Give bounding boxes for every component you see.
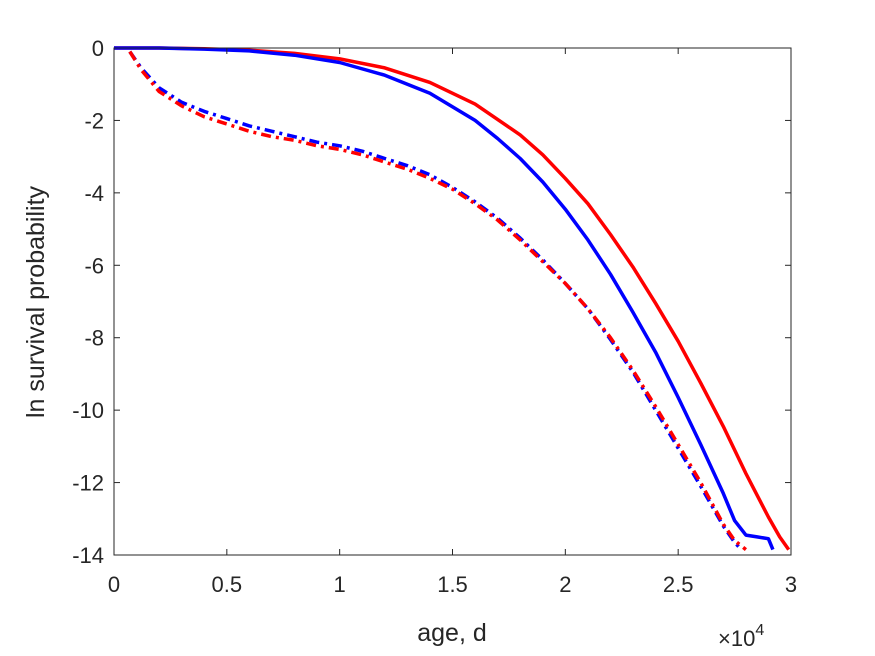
series-line-2 bbox=[128, 50, 747, 551]
y-tick-label: -4 bbox=[84, 181, 104, 206]
y-tick-label: 0 bbox=[92, 36, 104, 61]
x-tick-label: 3 bbox=[785, 572, 797, 597]
x-tick-label: 1 bbox=[334, 572, 346, 597]
y-tick-label: -8 bbox=[84, 326, 104, 351]
y-tick-label: -2 bbox=[84, 108, 104, 133]
series-line-1 bbox=[114, 46, 775, 551]
plot-area bbox=[114, 48, 791, 555]
series-layer bbox=[114, 46, 791, 551]
x-exponent-label: ×104 bbox=[718, 622, 764, 651]
y-tick-label: -14 bbox=[72, 543, 104, 568]
x-axis-label: age, d bbox=[417, 619, 487, 647]
x-exponent-base: ×10 bbox=[718, 626, 755, 651]
tick-layer: 0 0.5 1 1.5 2 2.5 3 0 -2 -4 -6 -8 -10 -12 -14 bbox=[72, 36, 797, 597]
series-line-3 bbox=[128, 50, 743, 551]
y-tick-label: -6 bbox=[84, 253, 104, 278]
y-axis-label: ln survival probability bbox=[22, 185, 50, 418]
y-tick-label: -10 bbox=[72, 398, 104, 423]
x-tick-label: 0 bbox=[108, 572, 120, 597]
x-tick-label: 0.5 bbox=[212, 572, 243, 597]
x-tick-label: 2.5 bbox=[663, 572, 694, 597]
y-tick-label: -12 bbox=[72, 471, 104, 496]
x-tick-label: 2 bbox=[559, 572, 571, 597]
x-exponent-power: 4 bbox=[755, 622, 764, 639]
x-tick-label: 1.5 bbox=[437, 572, 468, 597]
